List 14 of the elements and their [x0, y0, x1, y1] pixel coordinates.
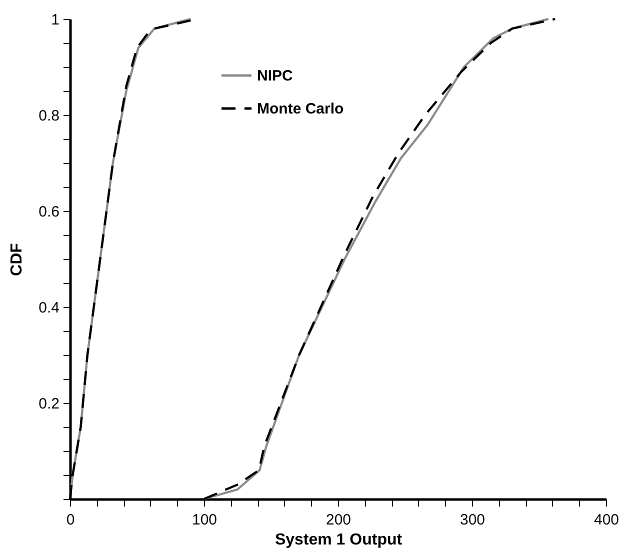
y-tick-label: 1 — [51, 12, 60, 28]
x-tick-label: 0 — [66, 512, 75, 528]
x-tick-label: 200 — [326, 512, 352, 528]
legend-label: Monte Carlo — [257, 100, 344, 118]
x-axis-title: System 1 Output — [274, 532, 403, 548]
y-tick-label: 0.6 — [38, 204, 60, 220]
x-tick-label: 400 — [594, 512, 620, 528]
y-axis-title: CDF — [8, 242, 26, 276]
legend-label: NIPC — [257, 68, 294, 84]
x-tick-label: 300 — [460, 512, 486, 528]
y-tick-label: 0.2 — [38, 396, 60, 412]
x-tick-label: 100 — [192, 512, 218, 528]
y-tick-label: 0.8 — [38, 108, 60, 124]
y-tick-label: 0.4 — [38, 300, 60, 316]
